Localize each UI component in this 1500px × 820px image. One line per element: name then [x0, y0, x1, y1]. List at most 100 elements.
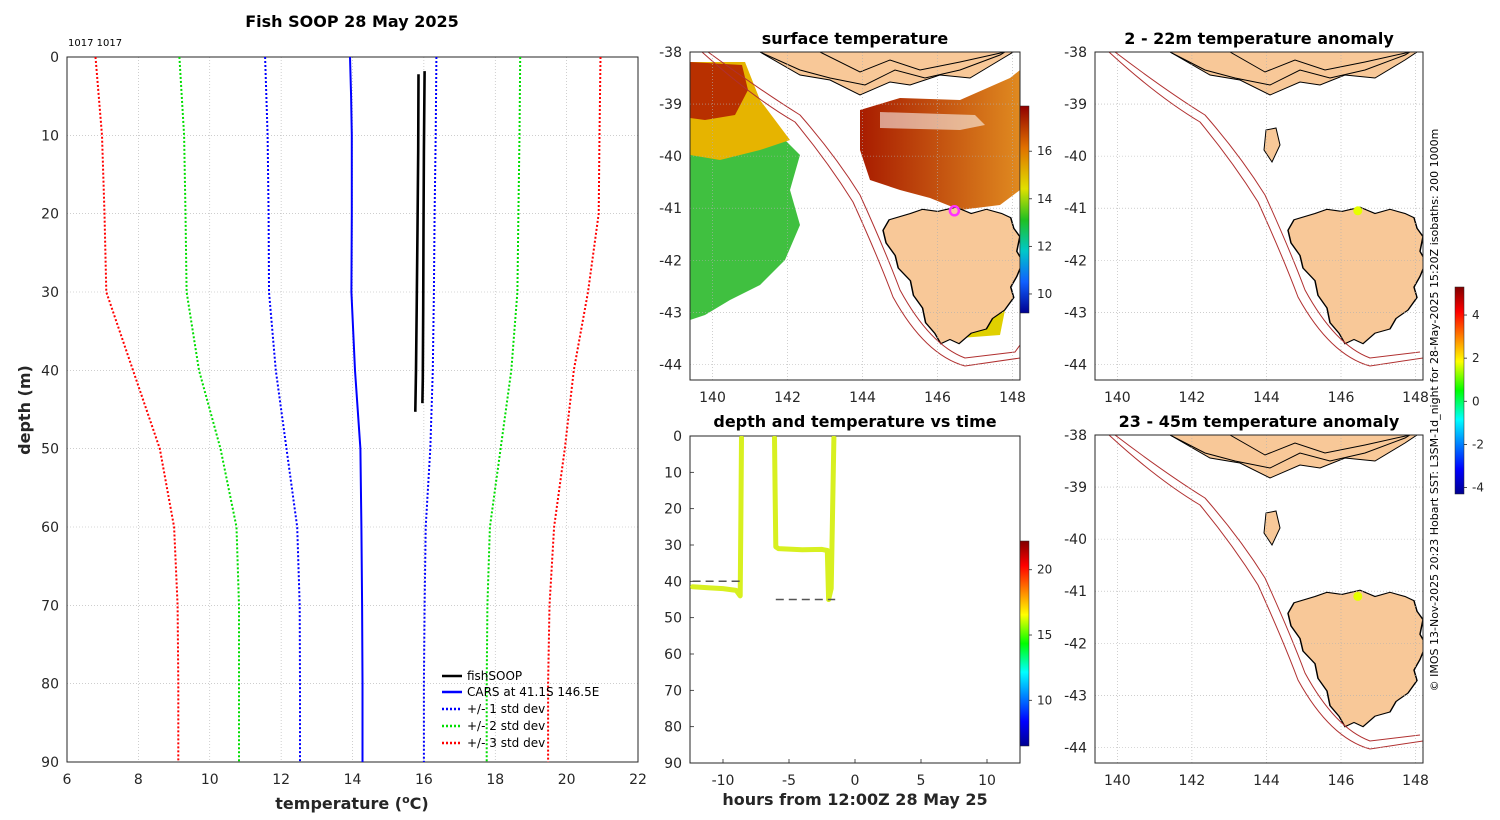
sst-colorbar: [1019, 105, 1030, 314]
profile-line-fishsoop-1: [414, 74, 420, 412]
map-y-tick-label: -44: [1064, 357, 1087, 373]
sst-x-ticks: 140 142 144 146 148: [699, 390, 1026, 406]
anomaly-lower-axes-box: [1094, 434, 1424, 764]
anomaly-upper-axes-box: [1094, 51, 1424, 381]
map-y-tick-label: -43: [1064, 305, 1087, 321]
profile-line-std-high-4: [547, 57, 602, 762]
anomaly-upper-mainland: [1169, 52, 1411, 86]
timeseries-title: depth and temperature vs time: [713, 412, 996, 431]
timeseries-y-tick-label: 60: [664, 647, 682, 663]
colorbar-tick-label: 14: [1037, 192, 1052, 206]
timeseries-y-tick-label: 70: [664, 683, 682, 699]
colorbar-tick-label: 16: [1037, 144, 1052, 158]
map-y-tick-label: -38: [659, 45, 682, 61]
map-y-tick-label: -40: [1064, 149, 1087, 165]
profile-panel: Fish SOOP 28 May 2025 1017 1017 6 8 10 12 14…: [15, 12, 647, 813]
map-x-tick-label: 144: [1253, 390, 1280, 406]
map-y-tick-label: -41: [1064, 201, 1087, 217]
profile-y-tick-label: 60: [41, 520, 59, 536]
map-y-tick-label: -41: [1064, 584, 1087, 600]
profile-y-tick-label: 50: [41, 442, 59, 458]
map-y-tick-label: -43: [659, 305, 682, 321]
anomaly-lower-y-ticks: -38 -39 -40 -41 -42 -43 -44: [1064, 428, 1087, 756]
map-x-tick-label: 144: [849, 390, 876, 406]
anomaly-lower-title: 23 - 45m temperature anomaly: [1119, 412, 1400, 431]
colorbar-tick-label: 2: [1472, 351, 1480, 365]
map-x-tick-label: 148: [1402, 390, 1429, 406]
profile-y-tick-label: 10: [41, 128, 59, 144]
profile-x-tick-label: 12: [272, 772, 290, 788]
map-y-tick-label: -42: [659, 253, 682, 269]
timeseries-y-tick-label: 10: [664, 465, 682, 481]
anomaly-lower-mainland: [1169, 435, 1411, 469]
timeseries-y-tick-label: 50: [664, 611, 682, 627]
map-x-tick-label: 148: [999, 390, 1026, 406]
profile-y-tick-label: 70: [41, 598, 59, 614]
profile-y-label: depth (m): [15, 365, 34, 455]
timeseries-x-label: hours from 12:00Z 28 May 25: [722, 790, 987, 809]
anomaly-upper-y-ticks: -38 -39 -40 -41 -42 -43 -44: [1064, 45, 1087, 373]
map-y-tick-label: -38: [1064, 428, 1087, 444]
profile-x-tick-label: 10: [201, 772, 219, 788]
profile-line-fishsoop-2: [421, 71, 426, 404]
anomaly-upper-map: [1095, 52, 1423, 380]
profile-axes-box: [66, 56, 639, 763]
profile-y-ticks: 0 10 20 30 40 50 60 70 80 90: [41, 50, 59, 771]
anomaly-upper-panel: 2 - 22m temperature anomaly 140 142 144 146…: [1064, 29, 1429, 406]
map-y-tick-label: -42: [1064, 636, 1087, 652]
anomaly-lower-marker: [1353, 591, 1363, 601]
colorbar-tick-label: 10: [1037, 693, 1052, 707]
timeseries-y-tick-label: 30: [664, 538, 682, 554]
colorbar-tick-label: 12: [1037, 239, 1052, 253]
map-y-tick-label: -39: [1064, 480, 1087, 496]
map-y-tick-label: -40: [659, 149, 682, 165]
profile-line-cars: [349, 57, 364, 762]
map-y-tick-label: -39: [659, 97, 682, 113]
timeseries-x-tick-label: 5: [917, 773, 926, 789]
map-x-tick-label: 146: [1328, 773, 1355, 789]
map-x-tick-label: 146: [924, 390, 951, 406]
timeseries-y-tick-label: 0: [673, 429, 682, 445]
colorbar-tick-label: 10: [1037, 287, 1052, 301]
sst-y-ticks: -38 -39 -40 -41 -42 -43 -44: [659, 45, 682, 373]
profile-y-tick-label: 30: [41, 285, 59, 301]
anomaly-lower-x-ticks: 140 142 144 146 148: [1104, 773, 1429, 789]
legend-1std: +/- 1 std dev: [467, 702, 545, 716]
profile-x-label: temperature (oC): [275, 793, 428, 813]
anomaly-upper-marker: [1353, 206, 1363, 216]
sst-warm-water: [690, 62, 748, 120]
map-x-tick-label: 140: [1104, 773, 1131, 789]
map-y-tick-label: -44: [1064, 740, 1087, 756]
map-x-tick-label: 142: [774, 390, 801, 406]
profile-y-tick-label: 40: [41, 363, 59, 379]
timeseries-colorbar-ticks: 10 15 20: [1029, 563, 1052, 707]
profile-x-tick-label: 14: [344, 772, 362, 788]
profile-x-tick-label: 22: [629, 772, 647, 788]
map-y-tick-label: -42: [1064, 253, 1087, 269]
sst-vessel-marker: [948, 205, 961, 217]
timeseries-x-ticks: -10 -5 0 5 10: [712, 759, 996, 789]
profile-line-std-low-3: [178, 57, 240, 762]
timeseries-x-tick-label: -5: [782, 773, 796, 789]
colorbar-tick-label: 4: [1472, 308, 1480, 322]
map-x-tick-label: 140: [1104, 390, 1131, 406]
colorbar-tick-label: 20: [1037, 563, 1052, 577]
profile-legend: fishSOOP CARS at 41.1S 146.5E +/- 1 std …: [442, 669, 599, 750]
legend-3std: +/- 3 std dev: [467, 736, 545, 750]
profile-y-tick-label: 80: [41, 677, 59, 693]
sst-title: surface temperature: [762, 29, 949, 48]
profile-line-std-high-2: [422, 57, 438, 762]
profile-x-tick-label: 18: [486, 772, 504, 788]
anomaly-lower-map: [1095, 435, 1423, 763]
timeseries-x-tick-label: 10: [978, 773, 996, 789]
sst-panel: surface temperature 140 142 144 146 148 -38-…: [659, 29, 1052, 406]
anomaly-colorbar-ticks: -4 -2 0 2 4: [1464, 308, 1484, 495]
anomaly-upper-x-ticks: 140 142 144 146 148: [1104, 390, 1429, 406]
sst-bass-strait-water: [860, 70, 1020, 210]
profile-line-std-high-3: [485, 57, 522, 762]
map-y-tick-label: -43: [1064, 688, 1087, 704]
colorbar-tick-label: 0: [1472, 394, 1480, 408]
legend-2std: +/- 2 std dev: [467, 719, 545, 733]
colorbar-tick-label: -4: [1472, 481, 1484, 495]
profile-line-std-low-4: [94, 57, 180, 762]
